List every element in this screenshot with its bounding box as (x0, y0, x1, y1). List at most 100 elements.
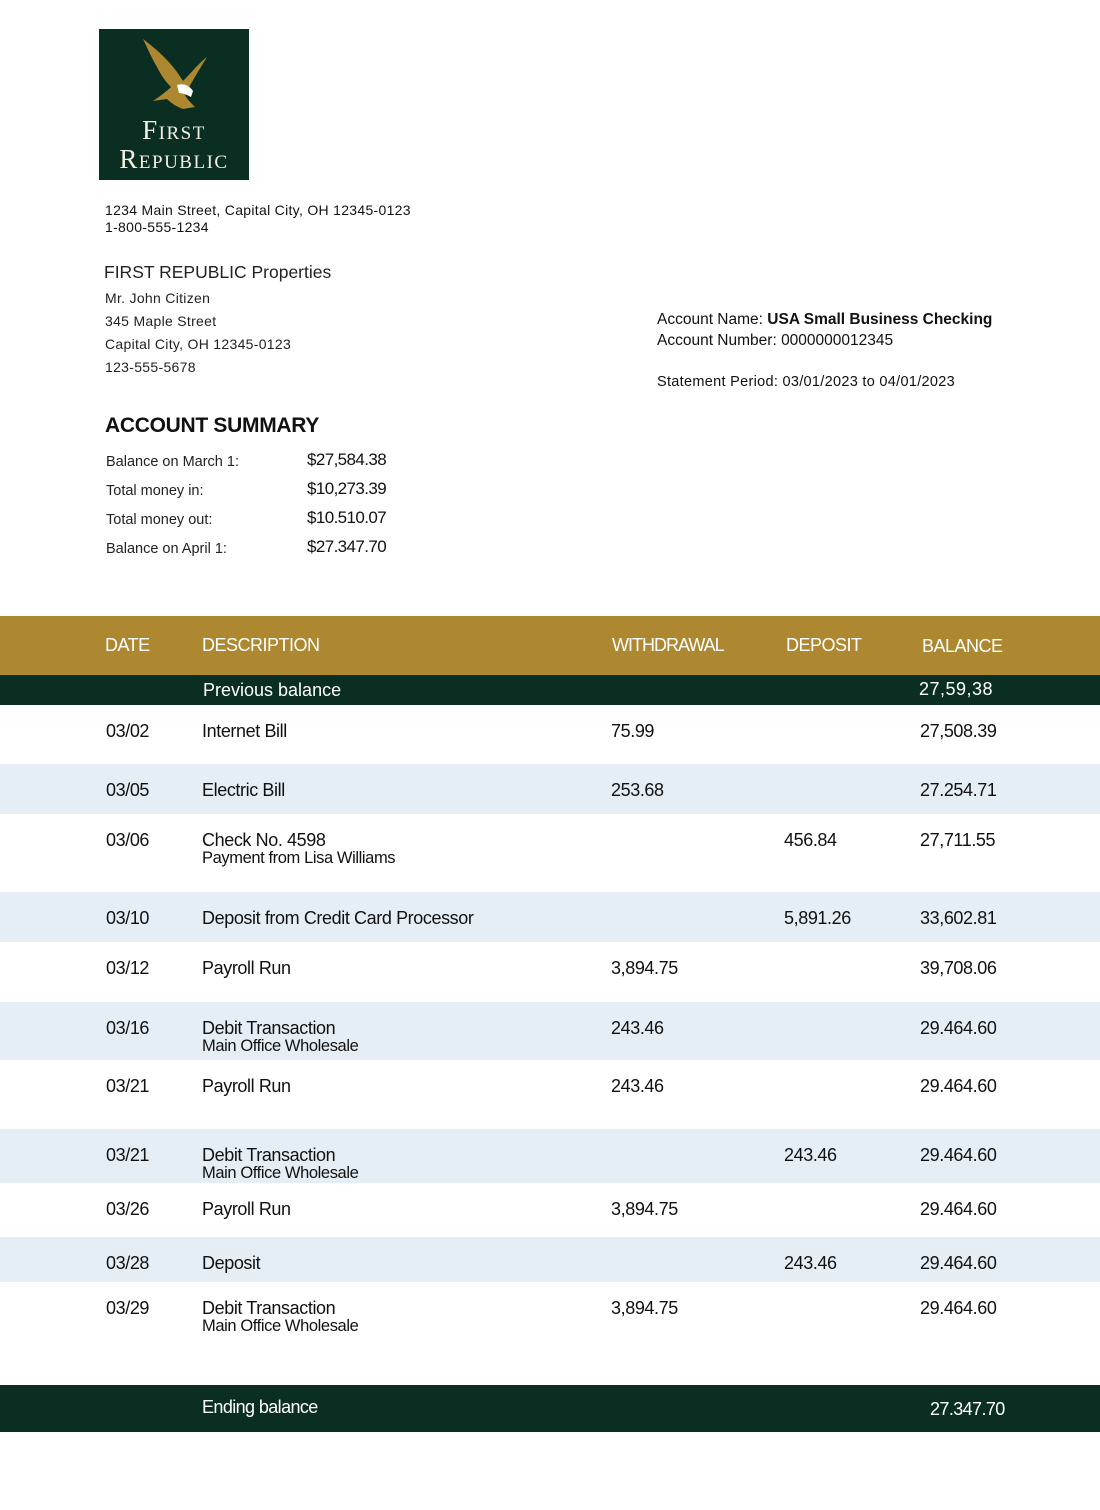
summary-label: Balance on April 1: (106, 541, 227, 557)
header-withdrawal: WITHDRAWAL (612, 635, 725, 655)
header-date: DATE (105, 635, 150, 655)
date-cell: 03/05 (106, 780, 150, 800)
account-number-value: 0000000012345 (781, 332, 894, 349)
header-balance: BALANCE (922, 636, 1003, 656)
customer-name: Mr. John Citizen (105, 290, 211, 306)
table-row: 03/21 Payroll Run 243.46 29.464.60 (0, 1060, 1100, 1129)
description-line1: Check No. 4598 (202, 830, 326, 850)
description-line2: Main Office Wholesale (202, 1037, 359, 1055)
statement-period: Statement Period: 03/01/2023 to 04/01/20… (657, 374, 955, 390)
date-cell: 03/26 (106, 1199, 150, 1219)
ending-balance-value: 27.347.70 (930, 1399, 1005, 1419)
table-row: 03/02 Internet Bill 75.99 27,508.39 (0, 705, 1100, 764)
eagle-icon (143, 39, 207, 109)
table-body: 03/02 Internet Bill 75.99 27,508.39 03/05 Ele… (0, 705, 1100, 1385)
transactions-table: DATE DESCRIPTION WITHDRAWAL DEPOSIT BALA… (0, 616, 1100, 1432)
logo-text-republic: Republic (119, 144, 229, 174)
balance-cell: 27,711.55 (920, 830, 996, 850)
description-cell: Deposit (202, 1253, 261, 1273)
previous-balance-row: Previous balance 27,59,38 (0, 675, 1100, 705)
description-line1: Debit Transaction (202, 1298, 336, 1318)
withdrawal-cell: 3,894.75 (611, 958, 678, 978)
summary-value: $10.510.07 (307, 508, 387, 527)
withdrawal-cell: 75.99 (611, 721, 655, 741)
deposit-cell: 243.46 (784, 1145, 837, 1165)
description-line2: Payment from Lisa Williams (202, 849, 396, 867)
summary-value: $27.347.70 (307, 537, 387, 556)
balance-cell: 27,508.39 (920, 721, 997, 741)
date-cell: 03/21 (106, 1076, 150, 1096)
customer-street: 345 Maple Street (105, 313, 217, 329)
description-line1: Internet Bill (202, 721, 287, 741)
balance-cell: 33,602.81 (920, 908, 997, 928)
account-number-label: Account Number: (657, 332, 777, 349)
withdrawal-cell: 3,894.75 (611, 1298, 678, 1318)
description-cell: Payroll Run (202, 1077, 291, 1095)
table-row: 03/05 Electric Bill 253.68 27.254.71 (0, 764, 1100, 814)
customer-phone: 123-555-5678 (105, 359, 196, 375)
description-cell: Debit Transaction Main Office Wholesale (202, 1018, 359, 1055)
table-row: 03/21 Debit Transaction Main Office Wholes… (0, 1129, 1100, 1183)
previous-balance-value: 27,59,38 (919, 679, 994, 699)
description-line1: Debit Transaction (202, 1018, 336, 1038)
balance-cell: 29.464.60 (920, 1018, 997, 1038)
description-line1: Deposit (202, 1253, 261, 1273)
summary-label: Total money out: (106, 512, 213, 528)
description-cell: Deposit from Credit Card Processor (202, 909, 474, 927)
description-cell: Payroll Run (202, 1200, 291, 1218)
balance-cell: 29.464.60 (920, 1076, 997, 1096)
balance-cell: 39,708.06 (920, 958, 997, 978)
description-cell: Electric Bill (202, 781, 285, 799)
date-cell: 03/06 (106, 830, 150, 850)
description-cell: Check No. 4598 Payment from Lisa Williams (202, 830, 396, 867)
bank-phone: 1-800-555-1234 (105, 219, 209, 235)
header-deposit: DEPOSIT (786, 635, 862, 655)
description-line1: Payroll Run (202, 1199, 291, 1219)
deposit-cell: 456.84 (784, 830, 837, 850)
description-cell: Debit Transaction Main Office Wholesale (202, 1298, 359, 1335)
balance-cell: 29.464.60 (920, 1253, 997, 1273)
description-line1: Debit Transaction (202, 1145, 336, 1165)
withdrawal-cell: 253.68 (611, 780, 664, 800)
account-summary-title: ACCOUNT SUMMARY (105, 414, 320, 437)
date-cell: 03/12 (106, 958, 150, 978)
balance-cell: 29.464.60 (920, 1199, 997, 1219)
description-cell: Payroll Run (202, 959, 291, 977)
previous-balance-label: Previous balance (203, 680, 342, 700)
date-cell: 03/28 (106, 1253, 150, 1273)
summary-row: Balance on March 1: $27,584.38 (106, 450, 426, 479)
description-line2: Main Office Wholesale (202, 1317, 359, 1335)
table-row: 03/28 Deposit 243.46 29.464.60 (0, 1237, 1100, 1282)
date-cell: 03/10 (106, 908, 150, 928)
customer-address: Mr. John Citizen 345 Maple Street Capita… (105, 287, 291, 379)
table-row: 03/12 Payroll Run 3,894.75 39,708.06 (0, 942, 1100, 1002)
description-cell: Internet Bill (202, 722, 287, 740)
deposit-cell: 243.46 (784, 1253, 837, 1273)
bank-address: 1234 Main Street, Capital City, OH 12345… (105, 202, 411, 218)
table-row: 03/16 Debit Transaction Main Office Wholes… (0, 1002, 1100, 1060)
withdrawal-cell: 243.46 (611, 1076, 664, 1096)
date-cell: 03/21 (106, 1145, 150, 1165)
date-cell: 03/02 (106, 721, 150, 741)
logo-text-first: First (142, 115, 206, 145)
customer-city: Capital City, OH 12345-0123 (105, 336, 292, 352)
withdrawal-cell: 243.46 (611, 1018, 664, 1038)
summary-value: $27,584.38 (307, 450, 387, 469)
description-line2: Main Office Wholesale (202, 1164, 359, 1182)
summary-row: Total money in: $10,273.39 (106, 479, 426, 508)
account-info: Account Name: USA Small Business Checkin… (657, 309, 992, 393)
summary-label: Balance on March 1: (106, 454, 239, 470)
description-line1: Payroll Run (202, 1076, 291, 1096)
summary-label: Total money in: (106, 483, 204, 499)
account-name-value: USA Small Business Checking (767, 311, 993, 328)
withdrawal-cell: 3,894.75 (611, 1199, 678, 1219)
table-row: 03/10 Deposit from Credit Card Processor 5… (0, 892, 1100, 942)
summary-row: Total money out: $10.510.07 (106, 508, 426, 537)
table-row: 03/06 Check No. 4598 Payment from Lisa Wil… (0, 814, 1100, 892)
table-header: DATE DESCRIPTION WITHDRAWAL DEPOSIT BALA… (0, 616, 1100, 675)
customer-company: FIRST REPUBLIC Properties (104, 262, 332, 282)
summary-row: Balance on April 1: $27.347.70 (106, 537, 426, 566)
date-cell: 03/29 (106, 1298, 150, 1318)
table-row: 03/29 Debit Transaction Main Office Wholes… (0, 1282, 1100, 1385)
balance-cell: 29.464.60 (920, 1298, 997, 1318)
